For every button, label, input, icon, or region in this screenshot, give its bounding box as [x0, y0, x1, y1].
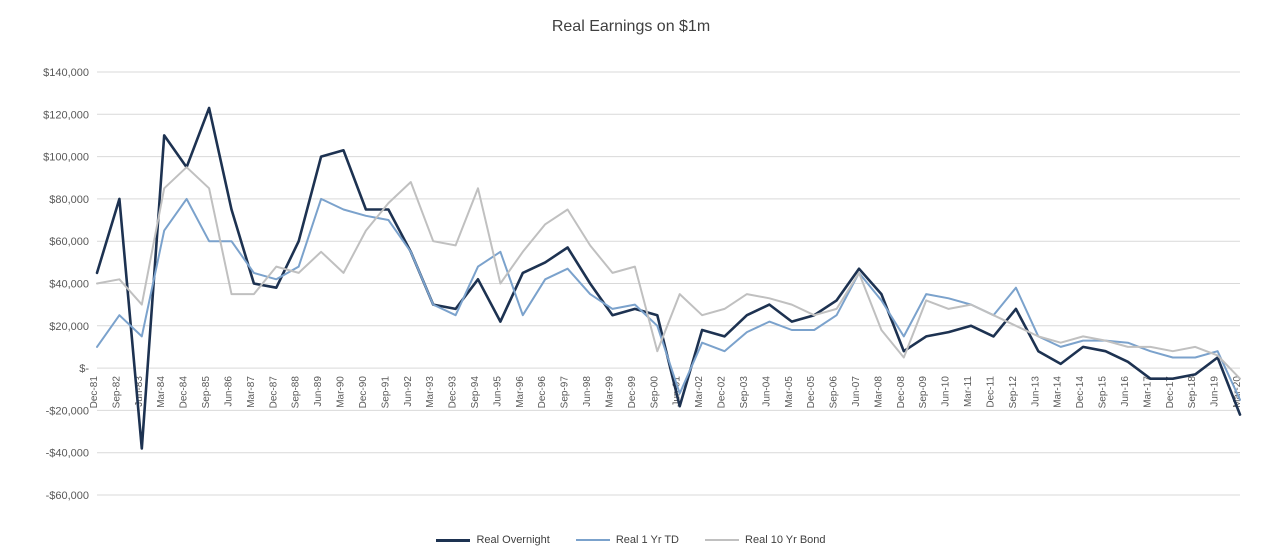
x-axis-tick-label: Dec-96 [537, 376, 548, 409]
legend-label: Real 10 Yr Bond [745, 534, 826, 546]
x-axis-tick-label: Mar-08 [873, 376, 884, 408]
x-axis-tick-label: Sep-09 [918, 376, 929, 409]
y-axis-tick-label: $120,000 [43, 109, 89, 121]
legend-line-swatch [705, 539, 740, 541]
y-axis-tick-label: $100,000 [43, 152, 89, 164]
legend-item-real-overnight: Real Overnight [436, 534, 550, 546]
y-axis-tick-label: $40,000 [49, 279, 89, 291]
x-axis-tick-label: Jun-86 [223, 376, 234, 407]
x-axis-tick-label: Jun-92 [403, 376, 414, 407]
x-axis-tick-label: Dec-90 [358, 376, 369, 409]
x-axis-tick-label: Jun-04 [761, 376, 772, 407]
x-axis-tick-label: Jun-95 [492, 376, 503, 407]
x-axis-tick-label: Mar-84 [156, 376, 167, 408]
x-axis-tick-label: Sep-88 [291, 376, 302, 409]
y-axis-tick-label: -$40,000 [46, 448, 89, 460]
x-axis-tick-label: Mar-11 [963, 376, 974, 407]
legend-item-real-1-yr-td: Real 1 Yr TD [575, 534, 680, 546]
x-axis-tick-label: Dec-08 [896, 376, 907, 409]
x-axis-tick-label: Mar-02 [694, 376, 705, 408]
x-axis-tick-label: Jun-89 [313, 376, 324, 407]
x-axis-tick-label: Dec-81 [89, 376, 100, 409]
x-axis-tick-label: Dec-14 [1075, 376, 1086, 409]
x-axis-tick-label: Mar-17 [1142, 376, 1153, 408]
x-axis-tick-label: Mar-87 [246, 376, 257, 408]
x-axis-tick-label: Sep-12 [1008, 376, 1019, 409]
x-axis-tick-label: Jun-07 [851, 376, 862, 407]
x-axis-tick-label: Sep-00 [649, 376, 660, 409]
x-axis-tick-label: Dec-02 [717, 376, 728, 409]
series-line-real-10-yr-bond [96, 166, 1241, 380]
x-axis-tick-label: Dec-87 [268, 376, 279, 409]
y-axis-tick-label: $- [79, 363, 89, 375]
y-axis-tick-label: $140,000 [43, 67, 89, 79]
x-axis-tick-label: Jun-19 [1210, 376, 1221, 407]
legend-line-swatch [575, 539, 610, 541]
x-axis-tick-label: Jun-10 [941, 376, 952, 407]
x-axis-tick-label: Sep-91 [380, 376, 391, 409]
x-axis-tick-label: Sep-03 [739, 376, 750, 409]
x-axis-tick-label: Dec-84 [179, 376, 190, 409]
x-axis-tick-label: Sep-18 [1187, 376, 1198, 409]
x-axis-tick-label: Mar-93 [425, 376, 436, 408]
x-axis-tick-label: Mar-14 [1053, 376, 1064, 408]
legend-line-swatch [436, 538, 471, 542]
x-axis-tick-label: Sep-15 [1098, 376, 1109, 409]
y-axis-tick-label: -$20,000 [46, 405, 89, 417]
y-axis-tick-label: -$60,000 [46, 490, 89, 502]
x-axis-tick-label: Dec-93 [448, 376, 459, 409]
y-axis-tick-label: $60,000 [49, 236, 89, 248]
x-axis-tick-label: Mar-90 [336, 376, 347, 408]
legend: Real Overnight Real 1 Yr TD Real 10 Yr Bon… [0, 534, 1262, 546]
x-axis-tick-label: Mar-96 [515, 376, 526, 408]
x-axis-tick-label: Sep-06 [829, 376, 840, 409]
x-axis-tick-label: Dec-99 [627, 376, 638, 409]
x-axis-tick-label: Sep-97 [560, 376, 571, 409]
chart-title: Real Earnings on $1m [551, 18, 711, 35]
x-axis-tick-label: Jun-16 [1120, 376, 1131, 407]
x-axis-tick-label: Jun-13 [1030, 376, 1041, 407]
y-axis-tick-label: $20,000 [49, 321, 89, 333]
y-axis-tick-label: $80,000 [49, 194, 89, 206]
x-axis-tick-label: Dec-17 [1165, 376, 1176, 409]
legend-label: Real 1 Yr TD [615, 534, 680, 546]
legend-item-real-10-yr-bond: Real 10 Yr Bond [705, 534, 826, 546]
x-axis-tick-label: Jun-83 [134, 376, 145, 407]
series-line-real-1-yr-td [96, 197, 1241, 401]
x-axis-tick-label: Jun-98 [582, 376, 593, 407]
x-axis-tick-label: Sep-85 [201, 376, 212, 409]
legend-label: Real Overnight [476, 534, 550, 546]
x-axis-tick-label: Sep-82 [111, 376, 122, 409]
x-axis-tick-label: Dec-05 [806, 376, 817, 409]
x-axis-tick-label: Mar-99 [604, 376, 615, 408]
x-axis-tick-label: Dec-11 [985, 376, 996, 408]
x-axis-tick-label: Mar-05 [784, 376, 795, 408]
x-axis-tick-label: Mar-20 [1232, 376, 1243, 408]
x-axis-tick-label: Sep-94 [470, 376, 481, 409]
